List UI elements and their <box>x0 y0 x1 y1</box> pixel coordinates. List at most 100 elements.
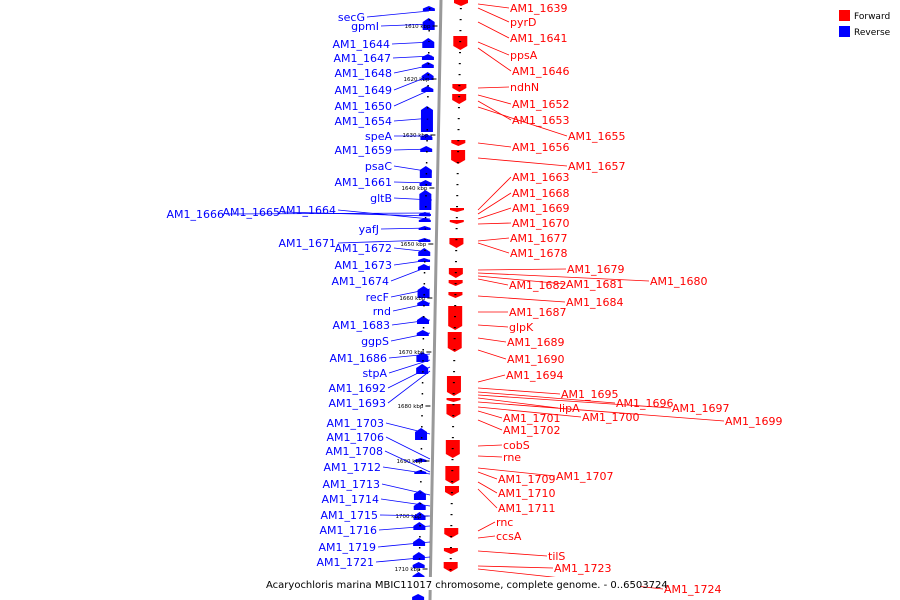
forward-leader-line <box>477 295 566 303</box>
tick-dot <box>454 261 457 263</box>
forward-gene-label: lipA <box>559 402 580 415</box>
forward-gene-label: AM1_1694 <box>506 369 564 382</box>
reverse-gene-label: AM1_1683 <box>332 319 390 332</box>
tick-label: 1670 kbp <box>398 350 424 356</box>
tick-dot <box>451 459 454 461</box>
tick-label: 1610 kbp <box>405 24 431 30</box>
forward-gene-label: AM1_1641 <box>510 32 568 45</box>
reverse-gene-feature <box>419 166 432 178</box>
reverse-leader-line <box>393 165 433 173</box>
forward-gene-feature <box>452 94 467 104</box>
forward-leader-line <box>477 176 512 211</box>
forward-gene-feature <box>443 562 458 572</box>
tick-dot <box>425 206 427 208</box>
forward-leader-line <box>477 3 510 9</box>
forward-gene-label: ppsA <box>510 49 538 62</box>
forward-gene-feature <box>447 332 462 352</box>
tick-dot <box>451 437 454 439</box>
reverse-leader-line <box>393 148 433 151</box>
forward-gene-label: AM1_1695 <box>561 388 619 401</box>
reverse-gene-label: AM1_1661 <box>334 176 392 189</box>
forward-gene-label: AM1_1682 <box>509 279 567 292</box>
tick-dot <box>423 283 426 285</box>
tick-dot <box>420 470 422 472</box>
forward-gene-label: AM1_1646 <box>512 65 570 78</box>
reverse-leader-line <box>375 556 431 563</box>
forward-gene-label: AM1_1669 <box>512 202 570 215</box>
tick-dot <box>449 558 452 560</box>
forward-gene-feature <box>448 306 463 330</box>
reverse-leader-line <box>378 525 431 531</box>
tick-dot <box>428 19 431 21</box>
tick-dot <box>423 305 425 307</box>
forward-leader-line <box>477 565 554 569</box>
tick-dot <box>428 8 431 10</box>
forward-gene-label: AM1_1700 <box>582 411 640 424</box>
forward-gene-feature <box>445 466 460 484</box>
tick-dot <box>450 503 453 505</box>
tick-dot <box>453 371 456 373</box>
reverse-leader-line <box>388 359 431 374</box>
reverse-gene-label: AM1_1703 <box>326 417 384 430</box>
tick-dot <box>453 349 456 351</box>
forward-leader-line <box>477 41 510 56</box>
tick-dot <box>452 393 455 395</box>
tick-dot <box>428 30 430 32</box>
forward-leader-line <box>477 237 510 242</box>
tick-dot <box>454 294 457 296</box>
reverse-leader-line <box>385 422 431 435</box>
tick-dot <box>422 327 425 329</box>
tick-dot <box>419 525 421 527</box>
reverse-gene-label: gpmI <box>351 20 379 33</box>
forward-leader-line <box>477 521 496 532</box>
forward-gene-feature <box>453 36 468 50</box>
reverse-leader-line <box>393 88 433 107</box>
legend-reverse-swatch <box>839 26 850 37</box>
reverse-gene-feature <box>418 248 431 256</box>
forward-leader-line <box>477 481 498 494</box>
tick-dot <box>455 239 458 241</box>
reverse-gene-label: AM1_1649 <box>334 84 392 97</box>
forward-leader-line <box>477 324 509 328</box>
tick-label: 1640 kbp <box>401 186 427 192</box>
tick-dot <box>455 250 458 252</box>
tick-dot <box>459 8 462 10</box>
tick-dot <box>426 129 429 131</box>
reverse-gene-feature <box>416 330 429 336</box>
reverse-leader-line <box>377 541 431 548</box>
tick-dot <box>421 382 424 384</box>
forward-gene-label: AM1_1701 <box>503 412 561 425</box>
tick-dot <box>453 338 456 340</box>
tick-dot <box>422 371 424 373</box>
reverse-leader-line <box>381 483 431 496</box>
forward-leader-line <box>477 550 548 557</box>
tick-dot <box>420 437 423 439</box>
reverse-gene-label: AM1_1672 <box>334 242 392 255</box>
forward-leader-line <box>477 47 512 72</box>
tick-dot <box>451 448 454 450</box>
reverse-gene-label: AM1_1674 <box>331 275 389 288</box>
forward-gene-label: AM1_1678 <box>510 247 568 260</box>
tick-dot <box>452 415 455 417</box>
forward-leader-line <box>477 374 506 383</box>
reverse-gene-feature <box>417 316 430 324</box>
tick-dot <box>459 19 462 21</box>
tick-label: 1680 kbp <box>398 404 424 410</box>
reverse-gene-label: AM1_1650 <box>334 100 392 113</box>
forward-gene-label: AM1_1723 <box>554 562 612 575</box>
reverse-gene-label: AM1_1693 <box>328 397 386 410</box>
forward-gene-label: AM1_1689 <box>507 336 565 349</box>
tick-dot <box>424 239 426 241</box>
tick-dot <box>457 151 460 153</box>
forward-gene-label: AM1_1663 <box>512 171 570 184</box>
reverse-leader-line <box>392 302 431 312</box>
tick-dot <box>452 426 455 428</box>
forward-gene-feature <box>452 84 467 92</box>
tick-dot <box>457 118 460 120</box>
forward-gene-label: AM1_1677 <box>510 232 568 245</box>
reverse-leader-line <box>388 353 431 359</box>
reverse-gene-label: AM1_1659 <box>334 144 392 157</box>
tick-dot <box>450 514 453 516</box>
tick-dot <box>425 162 428 164</box>
tick-dot <box>456 184 459 186</box>
